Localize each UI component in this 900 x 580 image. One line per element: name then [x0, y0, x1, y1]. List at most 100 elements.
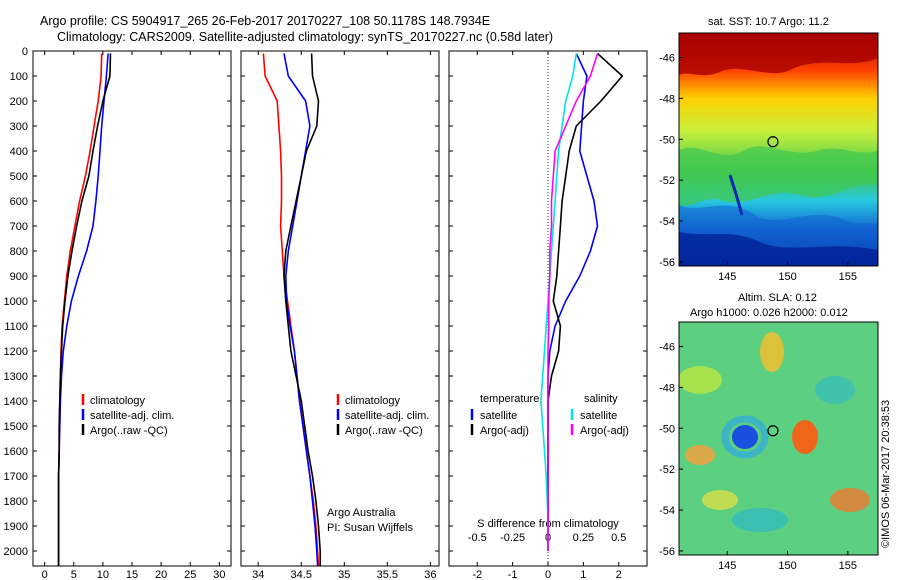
sst-warm-band	[679, 33, 878, 76]
map-x-tick-label: 145	[718, 560, 736, 572]
sla-blob	[732, 508, 788, 532]
legend-heading: temperature	[480, 393, 539, 405]
map-y-tick-label: -46	[659, 342, 675, 354]
legend-label: satellite-adj. clim.	[90, 410, 174, 422]
y-tick-label: 1600	[4, 446, 28, 458]
legend-label: satellite	[480, 410, 517, 422]
map-y-tick-label: -54	[659, 216, 675, 228]
x-tick-label: 34.5	[291, 569, 312, 580]
y-tick-label: 1100	[4, 321, 28, 333]
profile-panel-3: -2 -1 0 1 2-0.5 -0.25 0 0.25 0.5S difference fro…	[448, 50, 648, 580]
float-location-marker	[767, 136, 779, 148]
sla-blob	[702, 490, 738, 510]
y-tick-label: 100	[10, 71, 28, 83]
x-tick-label: 30	[213, 569, 225, 580]
sst-map-axes: 145 150 155 -46 -48 -50 -52 -54 -56	[659, 32, 879, 283]
map-y-tick-label: -50	[659, 423, 675, 435]
y-tick-label: 700	[10, 221, 28, 233]
figure-title-line1: Argo profile: CS 5904917_265 26-Feb-2017…	[40, 14, 490, 28]
sla-map-axes: 145 150 155 -46 -48 -50 -52 -54 -56	[659, 321, 879, 572]
legend-label: climatology	[90, 395, 146, 407]
y-tick-label: 300	[10, 121, 28, 133]
x-tick-label: 35	[338, 569, 350, 580]
sla-low-eddy	[732, 425, 758, 449]
map-x-tick-label: 150	[778, 560, 796, 572]
map-frame	[678, 32, 879, 267]
x-tick-label: 1	[580, 569, 586, 580]
legend-label: Argo(..raw -QC)	[90, 425, 168, 437]
institution-label: Argo Australia	[327, 507, 396, 519]
legend-label: satellite	[580, 410, 617, 422]
series-line-satellite	[547, 53, 599, 551]
x-tick-label: 25	[184, 569, 196, 580]
legend-heading: salinity	[584, 393, 618, 405]
y-tick-label: 1000	[4, 296, 28, 308]
sst-eddy-streak	[728, 174, 744, 216]
y-tick-label: 1800	[4, 496, 28, 508]
map-y-tick-label: -46	[659, 53, 675, 65]
map-x-tick-label: 155	[839, 271, 857, 283]
sla-map-title-line1: Altim. SLA: 0.12	[738, 292, 817, 304]
x-tick-label: 0	[545, 569, 551, 580]
y-tick-label: 0	[22, 46, 28, 58]
x-tick-label: -2	[472, 569, 482, 580]
sla-blob	[760, 332, 784, 372]
sst-map-title: sat. SST: 10.7 Argo: 11.2	[708, 16, 829, 28]
sla-blob	[679, 366, 722, 394]
map-x-tick-label: 155	[839, 560, 857, 572]
map-y-tick-label: -52	[659, 175, 675, 187]
x-tick-label: 36	[424, 569, 436, 580]
sst-coldest-band	[679, 232, 878, 266]
series-line-argo-adj-	[547, 53, 599, 551]
x-tick-label: 5	[71, 569, 77, 580]
legend-label: Argo(-adj)	[480, 425, 529, 437]
map-y-tick-label: -56	[659, 546, 675, 558]
y-tick-label: 400	[10, 146, 28, 158]
series-line-satellite-adj-clim-	[57, 53, 109, 566]
series-line-climatology	[262, 53, 320, 567]
y-tick-label: 800	[10, 246, 28, 258]
sst-map	[679, 33, 878, 266]
map-y-tick-label: -56	[659, 257, 675, 269]
series-line-satellite-adj-clim-	[283, 53, 319, 567]
series-line-argo-raw-qc-	[283, 53, 322, 566]
series-line-argo-adj-	[547, 52, 624, 551]
imos-timestamp: ©IMOS 06-Mar-2017 20:38:53	[880, 400, 892, 548]
sla-low-ring	[721, 415, 769, 459]
x-tick-label: 10	[97, 569, 109, 580]
legend-label: satellite-adj. clim.	[345, 410, 429, 422]
secondary-x-tick-label: -0.5	[468, 532, 487, 544]
legend-label: Argo(-adj)	[580, 425, 629, 437]
x-tick-label: 0	[42, 569, 48, 580]
plot-frame	[240, 50, 440, 567]
y-tick-label: 1300	[4, 371, 28, 383]
x-tick-label: 20	[155, 569, 167, 580]
x-tick-label: 15	[126, 569, 138, 580]
y-tick-label: 900	[10, 271, 28, 283]
sst-front-band	[679, 146, 878, 207]
x-tick-label: 34	[252, 569, 264, 580]
figure-title-line2: Climatology: CARS2009. Satellite-adjuste…	[57, 30, 553, 44]
sla-blob	[830, 488, 870, 512]
pi-label: PI: Susan Wijffels	[327, 522, 413, 534]
legend-label: climatology	[345, 395, 401, 407]
sla-high-eddy	[792, 420, 818, 454]
profile-panel-1: 0 5 10 15 20 25 300100200300400500600700800900…	[4, 46, 232, 580]
secondary-x-tick-label: 0.25	[573, 532, 594, 544]
sla-map	[679, 322, 878, 555]
legend-label: Argo(..raw -QC)	[345, 425, 423, 437]
map-y-tick-label: -48	[659, 382, 675, 394]
y-tick-label: 1500	[4, 421, 28, 433]
x-tick-label: 2	[616, 569, 622, 580]
secondary-x-tick-label: 0.5	[611, 532, 626, 544]
y-tick-label: 500	[10, 171, 28, 183]
sla-blob	[685, 445, 715, 465]
map-y-tick-label: -54	[659, 505, 675, 517]
map-y-tick-label: -52	[659, 464, 675, 476]
secondary-x-tick-label: -0.25	[500, 532, 525, 544]
map-x-tick-label: 145	[718, 271, 736, 283]
map-y-tick-label: -50	[659, 134, 675, 146]
y-tick-label: 200	[10, 96, 28, 108]
